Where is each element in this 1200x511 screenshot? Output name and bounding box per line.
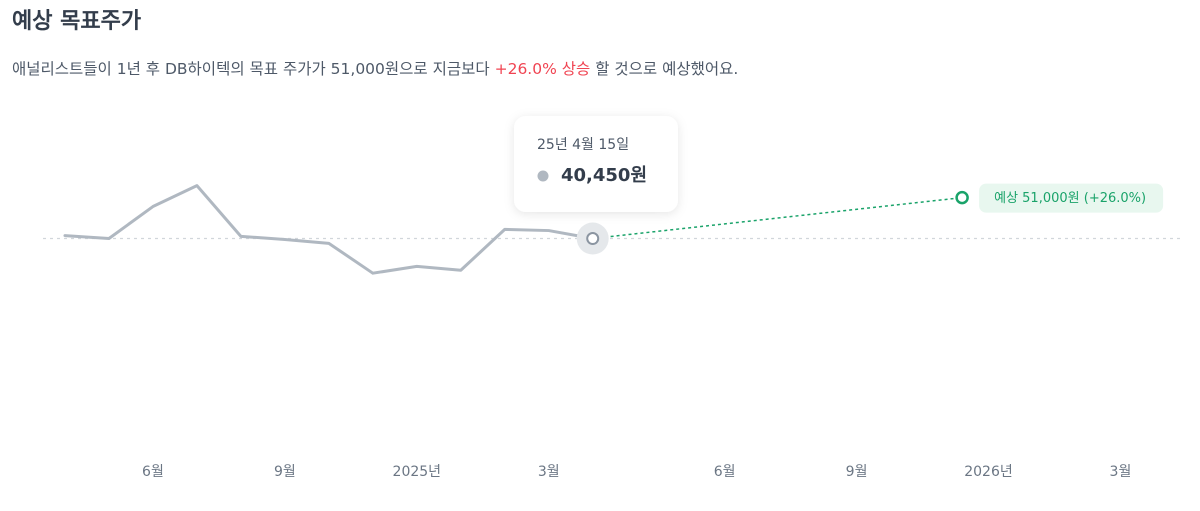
tooltip-dot xyxy=(537,170,549,182)
x-tick-label: 2026년 xyxy=(964,464,1013,480)
tooltip-value: 40,450원 xyxy=(561,165,647,186)
forecast-line xyxy=(592,196,963,240)
tooltip-box xyxy=(514,116,678,212)
subtitle-text: 애널리스트들이 1년 후 DB하이텍의 목표 주가가 51,000원으로 지금보… xyxy=(12,60,495,78)
current-point xyxy=(586,232,600,246)
tooltip-date: 25년 4월 15일 xyxy=(537,137,629,153)
x-tick-label: 9월 xyxy=(846,464,868,480)
subtitle-highlight: +26.0% 상승 xyxy=(495,60,591,78)
price-line xyxy=(63,184,595,275)
forecast-point xyxy=(955,190,969,205)
x-tick-label: 2025년 xyxy=(393,464,442,480)
forecast-label-box xyxy=(979,183,1164,213)
subtitle-text: 할 것으로 예상했어요. xyxy=(590,60,738,78)
x-tick-label: 9월 xyxy=(274,464,296,480)
chart-title: 예상 목표주가 xyxy=(12,9,141,34)
x-tick-label: 3월 xyxy=(1110,464,1132,480)
x-tick-label: 6월 xyxy=(714,464,736,480)
x-tick-label: 6월 xyxy=(142,464,164,480)
x-tick-label: 3월 xyxy=(538,464,560,480)
chart-subtitle: 애널리스트들이 1년 후 DB하이텍의 목표 주가가 51,000원으로 지금보… xyxy=(12,60,738,78)
forecast-label: 예상 51,000원 (+26.0%) xyxy=(994,191,1146,206)
